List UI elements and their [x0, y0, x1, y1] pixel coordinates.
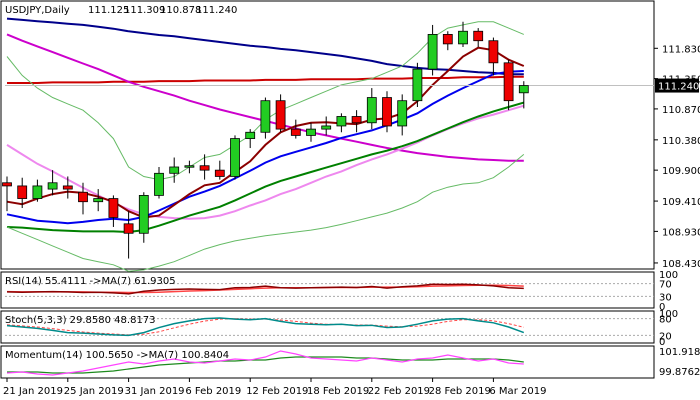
- candle-bull: [412, 68, 423, 102]
- momentum-panel: 101.9181 99.8762: [6, 347, 700, 378]
- x-tick-label: 21 Jan 2019: [3, 386, 63, 397]
- candle-bear: [503, 62, 514, 102]
- candle-bear: [123, 223, 134, 234]
- candle-bear: [17, 185, 28, 199]
- current-price-tag: [655, 78, 699, 93]
- rsi-panel-frame: [0, 271, 655, 309]
- ohlc-close: 111.240: [196, 5, 237, 16]
- stoch-level-label: 80: [659, 315, 672, 326]
- price-tick-label: 108.930: [662, 227, 700, 238]
- candle-bull: [230, 138, 240, 177]
- candle-bull: [366, 97, 377, 124]
- ohlc-high: 111.309: [124, 5, 165, 16]
- ma-line: [6, 101, 525, 234]
- price-tick-label: 111.830: [662, 44, 700, 55]
- ma-line: [6, 154, 525, 272]
- candle-bear: [108, 198, 119, 218]
- stoch-level-label: 20: [659, 331, 672, 342]
- candle-bear: [442, 34, 453, 45]
- candle-bull: [32, 185, 43, 199]
- candle-bull: [427, 34, 438, 70]
- momentum-tick-label: 101.9181: [659, 347, 700, 358]
- candle-bull: [138, 194, 149, 234]
- ohlc-open: 111.125: [88, 5, 129, 16]
- rsi-level-label: 100: [659, 270, 678, 281]
- price-tick-label: 110.870: [662, 105, 700, 116]
- x-tick-label: 28 Feb 2019: [429, 386, 491, 397]
- x-tick-label: 6 Feb 2019: [185, 386, 241, 397]
- price-tick-label: 109.410: [662, 197, 700, 208]
- candle-bear: [62, 185, 73, 190]
- ma-line: [6, 17, 524, 76]
- candle-bear: [275, 100, 286, 130]
- symbol-label: USDJPY,Daily: [5, 5, 70, 16]
- ma-line: [6, 46, 525, 219]
- momentum-tick-label: 99.8762: [659, 367, 700, 378]
- stoch-k-line: [6, 317, 525, 337]
- momentum-label: Momentum(14) 100.5650 ->MA(7) 100.8404: [5, 350, 229, 361]
- candle-bear: [199, 165, 210, 171]
- rsi-label: RSI(14) 55.4111 ->MA(7) 61.9305: [5, 276, 176, 287]
- x-tick-label: 18 Feb 2019: [307, 386, 369, 397]
- rsi-level-label: 70: [659, 280, 672, 291]
- momentum-line: [6, 350, 524, 376]
- current-price-label: 111.240: [658, 82, 699, 93]
- candle-bear: [2, 182, 12, 187]
- candle-bear: [382, 97, 392, 127]
- x-tick-label: 25 Jan 2019: [64, 386, 124, 397]
- main-panel-frame: [0, 0, 655, 270]
- rsi-level-label: 30: [659, 292, 672, 303]
- candle-bear: [214, 169, 225, 177]
- candle-bull: [154, 172, 164, 196]
- candle-bull: [397, 100, 408, 127]
- ma-line: [6, 70, 524, 225]
- ohlc-low: 110.878: [160, 5, 201, 16]
- stoch-label: Stoch(5,3,3) 29.8580 48.8173: [5, 315, 156, 326]
- candle-bull: [458, 30, 468, 45]
- x-tick-label: 12 Feb 2019: [246, 386, 308, 397]
- stoch-panel-frame: [0, 310, 655, 344]
- main-price-panel: 111.830111.350110.870110.380109.900109.4…: [2, 17, 700, 272]
- candle-bull: [321, 125, 332, 130]
- x-tick-label: 6 Mar 2019: [489, 386, 546, 397]
- momentum-panel-frame: [0, 345, 655, 379]
- x-tick-label: 22 Feb 2019: [368, 386, 430, 397]
- rsi-line: [6, 283, 524, 295]
- candle-bull: [306, 128, 316, 136]
- candle-bull: [518, 85, 529, 94]
- price-tick-label: 110.380: [662, 136, 700, 147]
- candle-bull: [169, 166, 180, 174]
- candle-bear: [78, 191, 88, 203]
- candle-bear: [351, 116, 362, 124]
- candle-bull: [245, 131, 256, 139]
- x-axis: 21 Jan 2019 25 Jan 2019 31 Jan 2019 6 Feb 2…: [3, 378, 546, 397]
- price-tick-label: 108.430: [662, 259, 700, 270]
- candle-bear: [290, 128, 301, 136]
- candle-bull: [93, 198, 104, 203]
- candle-bull: [47, 182, 58, 190]
- candle-bear: [488, 40, 499, 64]
- stoch-level-label: 0: [659, 337, 665, 348]
- momentum-ma-line: [7, 356, 524, 374]
- price-tick-label: 109.900: [662, 166, 700, 177]
- rsi-level-label: 0: [659, 302, 665, 313]
- candle-bull: [260, 100, 271, 133]
- x-tick-label: 31 Jan 2019: [125, 386, 185, 397]
- ma-line: [7, 75, 524, 84]
- candle-bull: [184, 165, 195, 168]
- candle-bull: [336, 116, 347, 127]
- stoch-level-label: 100: [659, 309, 678, 320]
- candle-bear: [473, 30, 484, 42]
